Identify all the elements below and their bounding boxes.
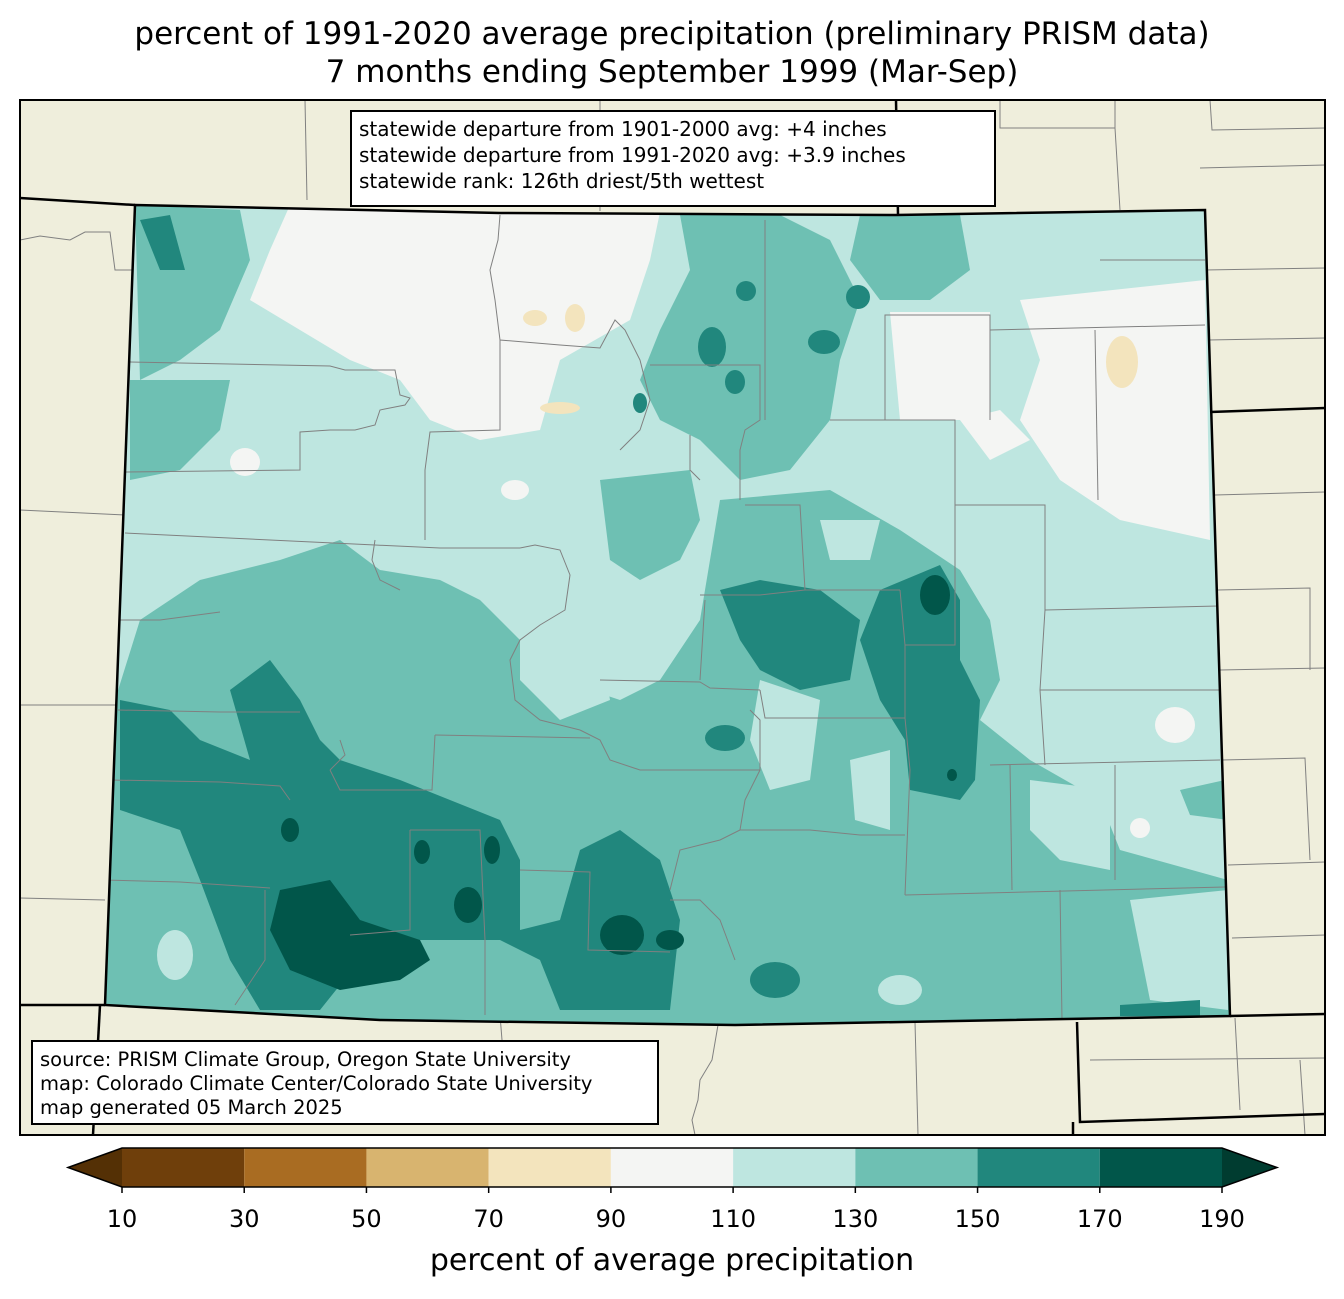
colorbar-bin-150-170 xyxy=(977,1148,1100,1187)
map-frame xyxy=(19,99,1326,1136)
neighbor-county-lines xyxy=(20,100,1325,1135)
county-lines xyxy=(105,214,1226,1021)
credits-box: source: PRISM Climate Group, Oregon Stat… xyxy=(31,1040,659,1125)
stats-departure-1901: statewide departure from 1901-2000 avg: … xyxy=(359,117,887,141)
colorbar-bin-50-70 xyxy=(366,1148,489,1187)
stats-rank: statewide rank: 126th driest/5th wettest xyxy=(359,169,765,193)
credits-source: source: PRISM Climate Group, Oregon Stat… xyxy=(40,1048,571,1071)
map-title-line-2: 7 months ending September 1999 (Mar-Sep) xyxy=(325,54,1019,90)
colorbar-over-arrow xyxy=(1222,1148,1277,1187)
credits-generated: map generated 05 March 2025 xyxy=(40,1096,343,1119)
colorbar-tick-label: 50 xyxy=(351,1205,382,1233)
colorbar-tick-label: 90 xyxy=(595,1205,627,1233)
stats-departure-1991: statewide departure from 1991-2020 avg: … xyxy=(359,143,906,167)
precipitation-fill xyxy=(105,205,1230,1025)
colorbar-bin-70-90 xyxy=(488,1148,611,1187)
colorbar-tick-label: 10 xyxy=(106,1205,138,1233)
colorbar-tick-label: 70 xyxy=(473,1205,504,1233)
colorbar-tick-label: 150 xyxy=(954,1205,1001,1233)
statewide-stats-box: statewide departure from 1901-2000 avg: … xyxy=(350,110,996,207)
credits-map: map: Colorado Climate Center/Colorado St… xyxy=(40,1072,593,1095)
colorbar-bin-110-130 xyxy=(733,1148,856,1187)
colorbar-bin-10-30 xyxy=(122,1148,245,1187)
colorbar xyxy=(65,1147,1280,1193)
colorbar-tick-label: 130 xyxy=(832,1205,879,1233)
colorbar-bin-30-50 xyxy=(244,1148,367,1187)
colorbar-tick-label: 30 xyxy=(228,1205,260,1233)
colorbar-bin-170-190 xyxy=(1099,1148,1222,1187)
colorbar-tick-label: 110 xyxy=(710,1205,757,1233)
colorbar-tick-label: 170 xyxy=(1076,1205,1123,1233)
colorbar-bin-90-110 xyxy=(610,1148,734,1187)
colorbar-label: percent of average precipitation xyxy=(429,1243,915,1278)
colorbar-bin-130-150 xyxy=(855,1148,978,1187)
colorbar-under-arrow xyxy=(68,1148,122,1187)
colorbar-tick-label: 190 xyxy=(1199,1205,1245,1233)
map-title-line-1: percent of 1991-2020 average precipitati… xyxy=(134,16,1210,52)
